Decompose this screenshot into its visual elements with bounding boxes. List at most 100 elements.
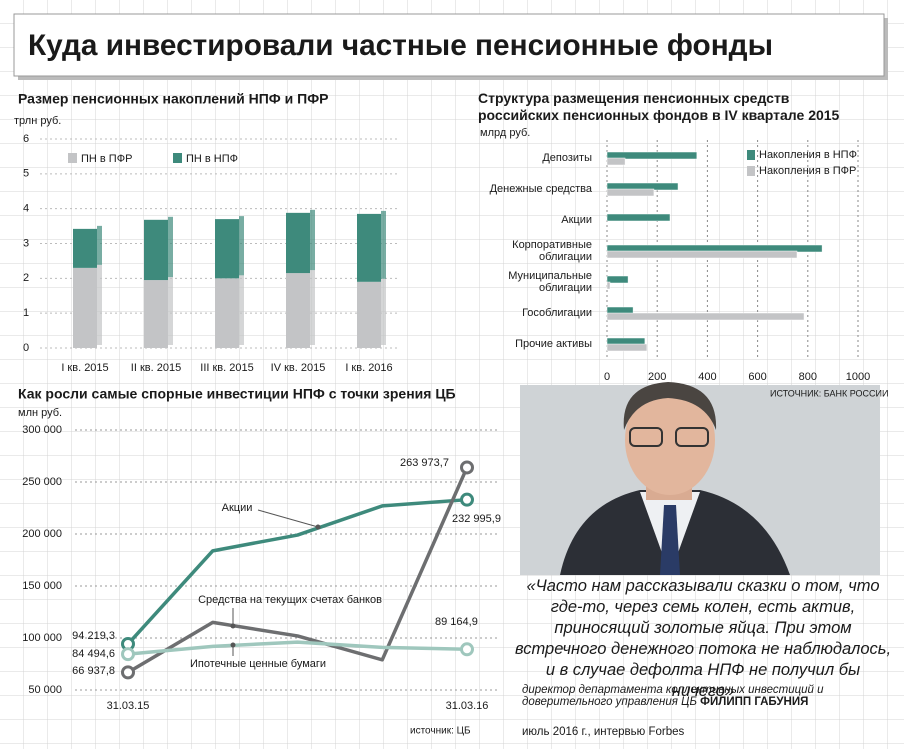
value-label: 232 995,9	[452, 513, 501, 525]
bar-side	[239, 216, 244, 276]
y-tick-label: 150 000	[22, 580, 62, 592]
x-tick-label: 600	[748, 371, 766, 383]
y-tick-label: 6	[23, 133, 29, 145]
bar-side	[381, 278, 386, 345]
value-label: 66 937,8	[72, 665, 115, 677]
x-tick-label: II кв. 2015	[131, 362, 181, 374]
line-point	[460, 492, 474, 507]
bar-side	[97, 264, 102, 345]
y-tick-label: 200 000	[22, 528, 62, 540]
legend-label: ПН в НПФ	[186, 153, 238, 165]
value-label: 263 973,7	[400, 457, 449, 469]
leader-dot	[315, 524, 321, 530]
legend-swatch	[68, 153, 77, 163]
x-tick-label: 1000	[846, 371, 870, 383]
y-tick-label: 50 000	[28, 684, 62, 696]
y-tick-label: 2	[23, 272, 29, 284]
x-tick-label: 0	[604, 371, 610, 383]
line-point	[121, 665, 135, 680]
bar-segment	[73, 267, 97, 348]
series-label: Акции	[222, 502, 253, 514]
bar	[606, 312, 805, 321]
title-box	[13, 13, 885, 77]
legend-swatch	[747, 166, 755, 176]
x-tick-label: IV кв. 2015	[271, 362, 326, 374]
y-tick-label: 250 000	[22, 476, 62, 488]
bar-side	[381, 210, 386, 279]
bar-segment	[215, 219, 239, 279]
line-point	[460, 642, 474, 657]
chart-title: Структура размещения пенсионных средств …	[478, 90, 840, 123]
line-series	[127, 640, 468, 656]
quote-text: «Часто нам рассказывали сказки о том, чт…	[514, 577, 892, 700]
y-tick-label: 100 000	[22, 632, 62, 644]
line-point	[121, 647, 135, 662]
leader-dot	[230, 642, 236, 648]
bar	[606, 213, 671, 222]
line-series	[126, 497, 468, 646]
y-tick-label: Денежные средства	[489, 183, 592, 195]
value-label: 84 494,6	[72, 648, 115, 660]
x-tick-label: I кв. 2016	[345, 362, 392, 374]
leader-line	[257, 509, 319, 528]
bar-side	[310, 270, 315, 345]
quote-source: июль 2016 г., интервью Forbes	[522, 726, 685, 738]
legend-swatch	[747, 150, 755, 160]
x-tick-label: I кв. 2015	[61, 362, 108, 374]
bar	[606, 275, 629, 284]
quote-name: ФИЛИПП ГАБУНИЯ	[700, 696, 809, 708]
bar-segment	[144, 280, 168, 348]
bar-side	[168, 277, 173, 345]
x-tick-label: 400	[698, 371, 716, 383]
axis-unit: млрд руб.	[480, 127, 530, 139]
photo-face	[625, 385, 715, 495]
value-label: 89 164,9	[435, 616, 478, 628]
chart-title: Размер пенсионных накоплений НПФ и ПФР	[18, 91, 328, 107]
x-tick-label: 31.03.15	[107, 700, 150, 712]
y-tick-label: Прочие активы	[515, 338, 592, 350]
x-tick-label: 31.03.16	[446, 700, 489, 712]
legend-label: Накопления в ПФР	[759, 165, 856, 177]
leader-dot	[230, 623, 236, 629]
chart-title: Как росли самые спорные инвестиции НПФ с…	[18, 386, 456, 402]
line-series	[127, 466, 469, 674]
bar	[606, 151, 698, 160]
bar-segment	[286, 273, 310, 348]
legend-label: ПН в ПФР	[81, 153, 132, 165]
series-label: Ипотечные ценные бумаги	[190, 658, 326, 670]
bar-segment	[73, 228, 97, 268]
x-tick-label: 800	[799, 371, 817, 383]
x-tick-label: 200	[648, 371, 666, 383]
bar-side	[310, 209, 315, 271]
photo-hair	[623, 382, 717, 430]
source: ИСТОЧНИК: БАНК РОССИИ	[770, 388, 888, 398]
bar-segment	[357, 213, 381, 282]
y-tick-label: 300 000	[22, 424, 62, 436]
bar	[606, 281, 611, 290]
y-tick-label: 3	[23, 237, 29, 249]
main-title: Куда инвестировали частные пенсионные фо…	[28, 29, 773, 62]
y-tick-label: 0	[23, 342, 29, 354]
axis-unit: млн руб.	[18, 407, 62, 419]
quote-position: директор департамента коллективных инвес…	[522, 684, 824, 708]
bar	[606, 157, 626, 166]
quote-attribution: директор департамента коллективных инвес…	[522, 684, 892, 708]
bar	[606, 188, 655, 197]
legend-swatch	[173, 153, 182, 163]
x-tick-label: III кв. 2015	[200, 362, 253, 374]
bar-side	[168, 216, 173, 278]
bar-segment	[357, 281, 381, 348]
bar	[606, 250, 798, 259]
y-tick-label: Муниципальные облигации	[508, 270, 592, 294]
y-tick-label: 1	[23, 307, 29, 319]
y-tick-label: Корпоративные облигации	[512, 239, 592, 263]
y-tick-label: Депозиты	[542, 152, 592, 164]
bar-segment	[144, 219, 168, 281]
bar-side	[239, 275, 244, 345]
bar	[606, 343, 648, 352]
y-tick-label: 4	[23, 203, 29, 215]
series-label: Средства на текущих счетах банков	[198, 594, 382, 606]
